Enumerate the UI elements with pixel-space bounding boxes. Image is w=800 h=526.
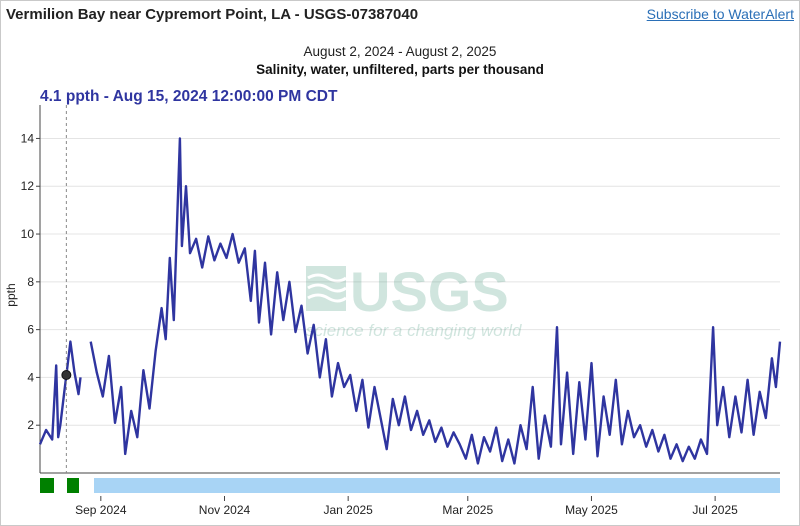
- approved-bar: [40, 478, 54, 493]
- series-line-0: [38, 137, 782, 465]
- y-tick-label: 12: [21, 179, 35, 193]
- series-layer: [38, 137, 782, 465]
- y-tick-label: 2: [27, 418, 34, 432]
- chart-parameter-title: Salinity, water, unfiltered, parts per t…: [256, 62, 544, 77]
- y-tick-label: 10: [21, 227, 35, 241]
- x-ticks: Sep 2024 Nov 2024 Jan 2025 Mar 2025 May 2025…: [75, 496, 738, 517]
- usgs-watermark: USGS science for a changing world: [306, 260, 522, 340]
- usgs-logo-text: USGS: [350, 260, 509, 323]
- usgs-logo-icon: [306, 266, 347, 311]
- x-tick-label: Jul 2025: [692, 503, 738, 517]
- subscribe-link[interactable]: Subscribe to WaterAlert: [646, 6, 794, 22]
- y-tick-label: 4: [27, 370, 34, 384]
- y-tick-label: 6: [27, 323, 34, 337]
- y-tick-label: 14: [21, 131, 35, 145]
- x-tick-label: May 2025: [565, 503, 618, 517]
- x-tick-label: Sep 2024: [75, 503, 127, 517]
- approved-bar: [67, 478, 79, 493]
- y-axis-label: ppth: [4, 283, 18, 306]
- x-tick-label: Mar 2025: [442, 503, 493, 517]
- cursor-tooltip: 4.1 ppth - Aug 15, 2024 12:00:00 PM CDT: [40, 88, 338, 105]
- chart-date-range: August 2, 2024 - August 2, 2025: [303, 44, 497, 59]
- provisional-bar: [94, 478, 780, 493]
- cursor-layer: [61, 105, 72, 473]
- x-tick-label: Nov 2024: [199, 503, 251, 517]
- x-tick-label: Jan 2025: [323, 503, 373, 517]
- cursor-point: [61, 370, 72, 381]
- y-tick-label: 8: [27, 275, 34, 289]
- usgs-tagline: science for a changing world: [306, 321, 522, 340]
- approval-status-bar: [40, 478, 780, 493]
- y-ticks: 2 4 6 8 10 12 14: [21, 131, 40, 432]
- page-title: Vermilion Bay near Cypremort Point, LA -…: [6, 6, 419, 23]
